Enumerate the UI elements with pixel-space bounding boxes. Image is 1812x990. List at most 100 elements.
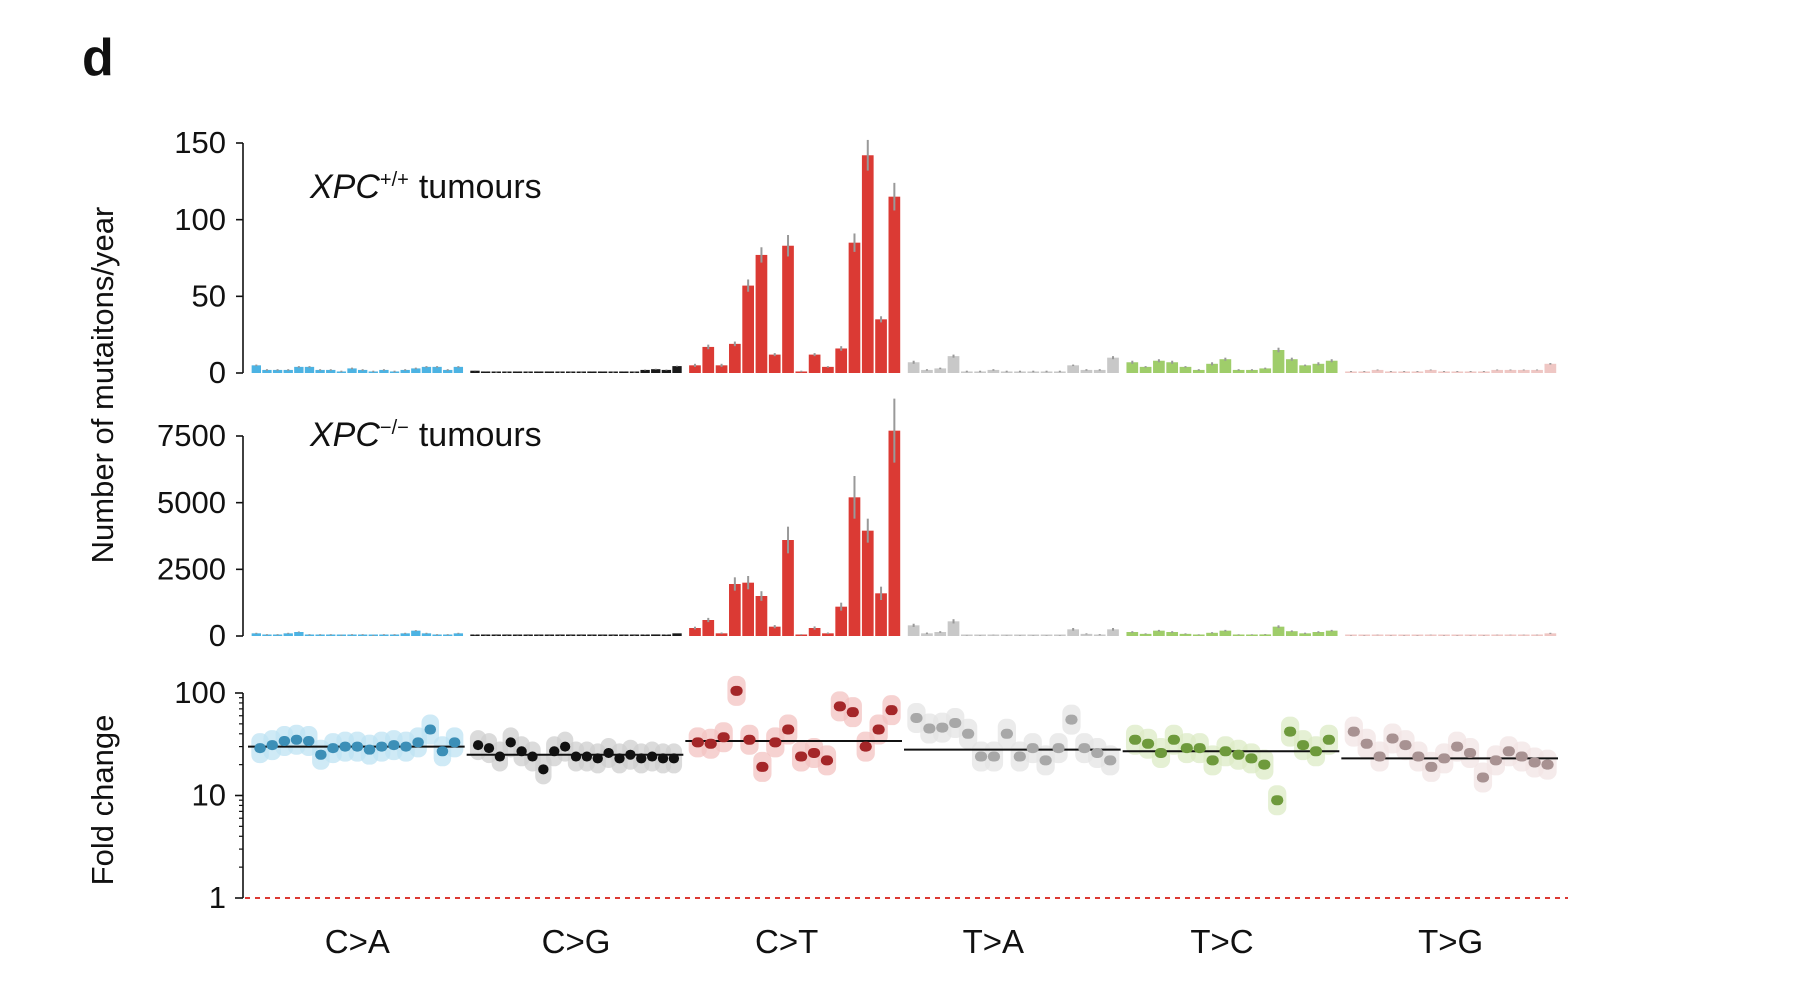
fold-change-point (807, 747, 821, 758)
bar (262, 634, 272, 636)
bar (379, 634, 389, 636)
bar (1107, 629, 1119, 636)
fold-change-point (923, 723, 936, 734)
fold-change-point (657, 753, 669, 764)
fold-change-point (1450, 741, 1464, 752)
fold-change-point (1360, 738, 1373, 749)
fold-change-point (743, 734, 756, 745)
panel-fold-change: Fold change 100 10 1 (85, 675, 1568, 915)
y-axis: 7500 5000 2500 0 (157, 418, 244, 653)
bar (768, 626, 781, 636)
bar (283, 369, 293, 373)
bar (1358, 371, 1371, 373)
bar (1126, 362, 1139, 373)
bar (640, 634, 650, 636)
bar (1504, 369, 1517, 373)
fold-change-point (782, 724, 795, 735)
bar (1544, 363, 1557, 373)
bar (1424, 369, 1437, 373)
bar (742, 285, 754, 373)
bar (729, 584, 741, 636)
fold-change-point (570, 751, 582, 762)
fold-change-point (668, 753, 680, 764)
y-tick-label: 5000 (157, 485, 226, 520)
bar (1219, 359, 1232, 373)
fold-change-point (278, 736, 291, 747)
bar (934, 632, 947, 636)
fold-change-point (494, 751, 506, 762)
bar (888, 196, 901, 373)
y-tick-label: 7500 (157, 418, 226, 453)
bar (651, 634, 661, 636)
bar (544, 371, 555, 373)
category-label: C>T (755, 923, 818, 960)
bar (453, 366, 464, 373)
bar (1398, 371, 1410, 373)
bar (1206, 363, 1218, 373)
bar (336, 371, 347, 373)
fold-change-point (302, 736, 315, 747)
bar (1246, 369, 1258, 373)
bar (782, 245, 794, 373)
fold-change-point (1141, 738, 1155, 749)
fold-change-point (625, 749, 636, 760)
bar (1464, 371, 1477, 373)
bar (689, 365, 701, 373)
bar (1179, 633, 1192, 636)
bar (262, 369, 272, 373)
bar (1232, 369, 1245, 373)
y-axis-label-fold-change: Fold change (85, 715, 120, 886)
bar (822, 633, 834, 636)
bar (1385, 371, 1397, 373)
genotype-superscript: −/− (380, 417, 409, 439)
bar (875, 593, 887, 636)
bar-series-group (251, 139, 1557, 373)
bar (597, 371, 608, 373)
bar (795, 634, 808, 636)
bar (421, 366, 432, 373)
fold-change-point (730, 685, 743, 696)
fold-change-point (910, 713, 923, 724)
fold-change-point (327, 743, 339, 754)
bar (651, 369, 661, 373)
fold-change-point-group (254, 685, 1554, 806)
fold-change-point (1232, 749, 1245, 760)
bar (888, 430, 901, 636)
fold-change-point (339, 741, 351, 752)
bar (272, 634, 283, 636)
bar (1438, 371, 1450, 373)
bar (1192, 634, 1205, 636)
bar (861, 530, 874, 636)
bar (1080, 369, 1093, 373)
bar (1451, 371, 1464, 373)
fold-change-point (1219, 746, 1232, 757)
bar (1259, 634, 1272, 636)
fold-change-point (603, 747, 614, 758)
bar (1166, 362, 1179, 373)
bar (861, 155, 874, 373)
bar (283, 633, 293, 636)
fold-change-point (375, 741, 388, 752)
bar (432, 366, 442, 373)
fold-change-point (1000, 728, 1014, 739)
bar (1299, 365, 1311, 373)
bar (1411, 371, 1424, 373)
bar (1325, 360, 1338, 373)
fold-change-point (1258, 759, 1271, 770)
bar (251, 365, 261, 373)
fold-change-point (505, 737, 516, 748)
fold-change-point (1013, 751, 1026, 762)
fold-change-point (961, 728, 975, 739)
bar (1259, 368, 1272, 373)
bar (1093, 369, 1106, 373)
fold-change-point (1078, 743, 1091, 754)
bar (470, 634, 480, 636)
fold-change-point (987, 751, 1001, 762)
fold-change-point (1322, 734, 1336, 745)
bar (987, 634, 1000, 636)
y-tick-label: 100 (174, 675, 226, 710)
fold-change-point (833, 701, 847, 712)
fold-change-point (400, 741, 412, 752)
bar (368, 371, 378, 373)
fold-change-point (1412, 751, 1425, 762)
